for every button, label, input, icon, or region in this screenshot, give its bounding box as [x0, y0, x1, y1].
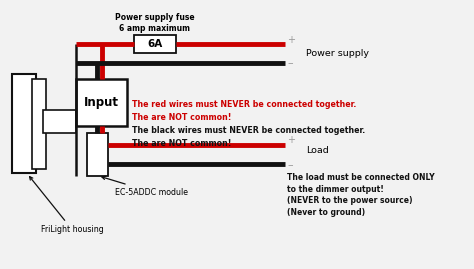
Text: The load must be connected ONLY
to the dimmer output!
(NEVER to the power source: The load must be connected ONLY to the d… — [287, 173, 435, 217]
Bar — [76, 79, 127, 126]
Text: Power supply: Power supply — [306, 49, 369, 58]
Text: 6A: 6A — [147, 39, 163, 49]
Bar — [87, 133, 109, 176]
Text: EC-5ADDC module: EC-5ADDC module — [102, 176, 188, 197]
Bar — [32, 79, 46, 169]
Text: The black wires must NEVER be connected together.
The are NOT common!: The black wires must NEVER be connected … — [132, 126, 365, 148]
Text: The red wires must NEVER be connected together.
The are NOT common!: The red wires must NEVER be connected to… — [132, 100, 356, 122]
Text: Load: Load — [306, 146, 329, 155]
Bar — [43, 110, 76, 133]
Text: Input: Input — [84, 96, 119, 109]
Bar — [12, 75, 36, 174]
Text: –: – — [287, 59, 293, 69]
Bar — [134, 35, 176, 53]
Text: +: + — [287, 135, 295, 145]
Text: Power supply fuse
6 amp maximum: Power supply fuse 6 amp maximum — [115, 13, 195, 33]
Text: +: + — [287, 34, 295, 45]
Text: FriLight housing: FriLight housing — [29, 177, 104, 234]
Text: –: – — [287, 160, 293, 170]
